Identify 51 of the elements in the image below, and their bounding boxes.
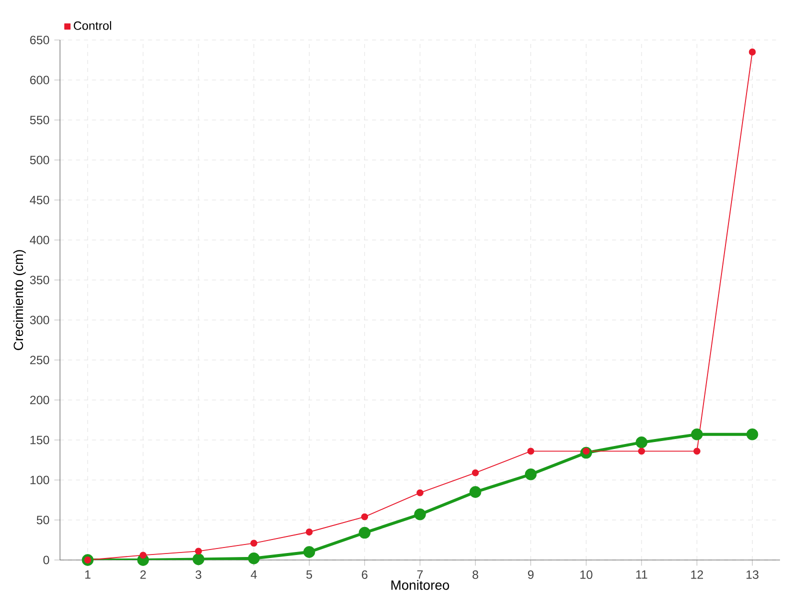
point: [636, 436, 648, 448]
y-tick-label: 350: [30, 276, 50, 284]
point: [748, 48, 756, 56]
x-tick-label: 13: [746, 570, 758, 579]
y-tick-label: 100: [30, 476, 50, 484]
x-tick-label: 1: [85, 570, 90, 579]
point: [361, 513, 368, 520]
x-tick-label: 4: [250, 570, 257, 579]
point: [691, 428, 703, 440]
point: [693, 448, 700, 455]
y-tick-label: 400: [30, 236, 50, 244]
x-tick-label: 8: [472, 570, 478, 579]
x-tick-label: 7: [417, 570, 423, 579]
point: [638, 448, 646, 455]
point: [358, 526, 370, 539]
y-tick-label: 0: [43, 556, 50, 564]
y-tick-label: 50: [36, 516, 50, 524]
y-tick-label: 200: [30, 396, 50, 404]
y-tick-label: 450: [30, 196, 50, 204]
point: [140, 552, 147, 559]
x-tick-label: 5: [306, 570, 312, 579]
x-tick-label: 3: [196, 570, 202, 579]
point: [524, 468, 537, 480]
y-tick-label: 600: [30, 76, 50, 84]
y-axis-title: Crecimiento (cm): [13, 250, 26, 350]
point: [470, 486, 482, 498]
y-tick-label: 550: [30, 116, 50, 124]
point: [746, 428, 758, 440]
point: [527, 448, 534, 455]
point: [248, 552, 260, 564]
point: [472, 469, 479, 476]
point: [303, 546, 316, 558]
legend-label: Control: [74, 21, 112, 30]
point: [250, 540, 258, 547]
x-tick-label: 12: [691, 570, 703, 579]
y-tick-label: 650: [30, 36, 50, 44]
y-tick-label: 250: [30, 356, 50, 364]
x-tick-label: 2: [140, 570, 146, 579]
point: [192, 553, 204, 566]
point: [194, 548, 202, 555]
x-tick-label: 11: [636, 570, 648, 579]
point: [414, 508, 426, 520]
point: [416, 489, 424, 496]
y-tick-label: 500: [30, 156, 50, 164]
x-tick-label: 9: [528, 570, 534, 579]
x-axis-title: Monitoreo: [391, 580, 450, 590]
point: [306, 528, 313, 536]
x-tick-label: 10: [580, 570, 592, 579]
y-tick-label: 300: [30, 316, 50, 324]
y-tick-label: 150: [30, 436, 50, 444]
x-tick-label: 6: [362, 570, 368, 579]
